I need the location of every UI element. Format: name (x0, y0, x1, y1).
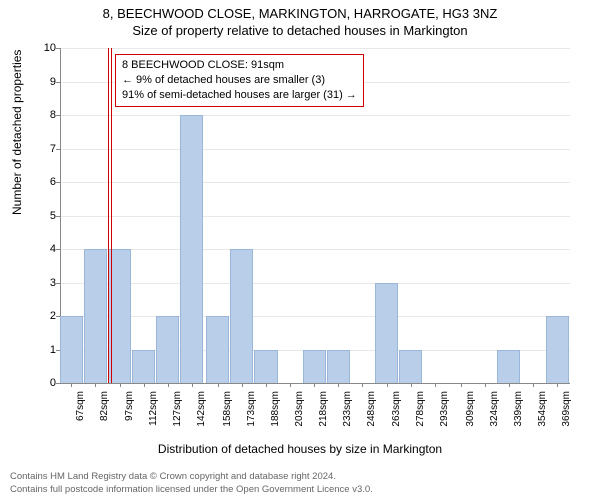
x-tick-mark (557, 383, 558, 387)
x-tick-mark (290, 383, 291, 387)
marker-line (108, 48, 109, 383)
gridline (60, 149, 570, 150)
gridline (60, 283, 570, 284)
x-tick-label: 203sqm (294, 391, 305, 427)
x-tick-mark (509, 383, 510, 387)
title-line-2: Size of property relative to detached ho… (0, 23, 600, 38)
annotation-line-3: 91% of semi-detached houses are larger (… (122, 88, 357, 103)
marker-line (111, 48, 112, 383)
x-tick-mark (387, 383, 388, 387)
gridline (60, 249, 570, 250)
annotation-box: 8 BEECHWOOD CLOSE: 91sqm← 9% of detached… (115, 54, 364, 107)
x-tick-mark (144, 383, 145, 387)
histogram-bar (327, 350, 350, 384)
x-tick-mark (168, 383, 169, 387)
x-tick-label: 173sqm (246, 391, 257, 427)
histogram-bar (254, 350, 277, 384)
x-tick-mark (533, 383, 534, 387)
plot-area: 01234567891067sqm82sqm97sqm112sqm127sqm1… (60, 48, 570, 383)
x-tick-label: 293sqm (439, 391, 450, 427)
x-tick-mark (461, 383, 462, 387)
y-tick-label: 9 (42, 76, 56, 88)
title-block: 8, BEECHWOOD CLOSE, MARKINGTON, HARROGAT… (0, 0, 600, 38)
x-tick-label: 127sqm (172, 391, 183, 427)
x-tick-mark (266, 383, 267, 387)
histogram-bar (180, 115, 203, 383)
x-tick-label: 309sqm (465, 391, 476, 427)
x-tick-label: 112sqm (148, 391, 159, 426)
footer-line-1: Contains HM Land Registry data © Crown c… (10, 471, 373, 483)
y-tick-label: 2 (42, 310, 56, 322)
x-tick-mark (314, 383, 315, 387)
x-tick-mark (95, 383, 96, 387)
x-tick-mark (242, 383, 243, 387)
footer-line-2: Contains full postcode information licen… (10, 484, 373, 496)
x-tick-label: 324sqm (489, 391, 500, 427)
histogram-bar (230, 249, 253, 383)
x-tick-label: 233sqm (342, 391, 353, 427)
x-tick-mark (362, 383, 363, 387)
x-axis-label: Distribution of detached houses by size … (0, 442, 600, 456)
x-tick-label: 263sqm (391, 391, 402, 427)
x-tick-label: 82sqm (99, 391, 110, 421)
x-tick-label: 218sqm (318, 391, 329, 427)
histogram-bar (497, 350, 520, 384)
y-axis-label: Number of detached properties (10, 50, 24, 215)
gridline (60, 182, 570, 183)
histogram-bar (132, 350, 155, 384)
y-tick-label: 8 (42, 109, 56, 121)
y-tick-label: 6 (42, 176, 56, 188)
histogram-bar (156, 316, 179, 383)
y-tick-label: 1 (42, 344, 56, 356)
x-tick-label: 369sqm (561, 391, 572, 427)
gridline (60, 115, 570, 116)
title-line-1: 8, BEECHWOOD CLOSE, MARKINGTON, HARROGAT… (0, 6, 600, 21)
annotation-line-2: ← 9% of detached houses are smaller (3) (122, 73, 357, 88)
gridline (60, 316, 570, 317)
y-tick-label: 5 (42, 210, 56, 222)
histogram-bar (546, 316, 569, 383)
histogram-bar (399, 350, 422, 384)
x-tick-label: 339sqm (513, 391, 524, 427)
y-tick-label: 0 (42, 377, 56, 389)
x-tick-mark (338, 383, 339, 387)
histogram-bar (206, 316, 229, 383)
x-tick-label: 188sqm (270, 391, 281, 427)
y-tick-label: 7 (42, 143, 56, 155)
x-tick-mark (218, 383, 219, 387)
x-tick-label: 278sqm (415, 391, 426, 427)
gridline (60, 216, 570, 217)
y-tick-label: 3 (42, 277, 56, 289)
y-tick-label: 10 (42, 42, 56, 54)
attribution-footer: Contains HM Land Registry data © Crown c… (10, 471, 373, 496)
histogram-bar (375, 283, 398, 384)
y-tick-label: 4 (42, 243, 56, 255)
histogram-bar (303, 350, 326, 384)
chart-container: 8, BEECHWOOD CLOSE, MARKINGTON, HARROGAT… (0, 0, 600, 500)
x-tick-label: 142sqm (196, 391, 207, 427)
x-tick-mark (120, 383, 121, 387)
x-tick-label: 158sqm (222, 391, 233, 427)
histogram-bar (60, 316, 83, 383)
x-tick-mark (192, 383, 193, 387)
annotation-line-1: 8 BEECHWOOD CLOSE: 91sqm (122, 58, 357, 73)
x-tick-label: 97sqm (124, 391, 135, 421)
x-tick-mark (71, 383, 72, 387)
histogram-bar (84, 249, 107, 383)
x-tick-mark (435, 383, 436, 387)
gridline (60, 48, 570, 49)
x-tick-label: 248sqm (366, 391, 377, 427)
x-tick-label: 67sqm (75, 391, 86, 421)
x-tick-mark (485, 383, 486, 387)
x-tick-label: 354sqm (537, 391, 548, 427)
x-tick-mark (411, 383, 412, 387)
